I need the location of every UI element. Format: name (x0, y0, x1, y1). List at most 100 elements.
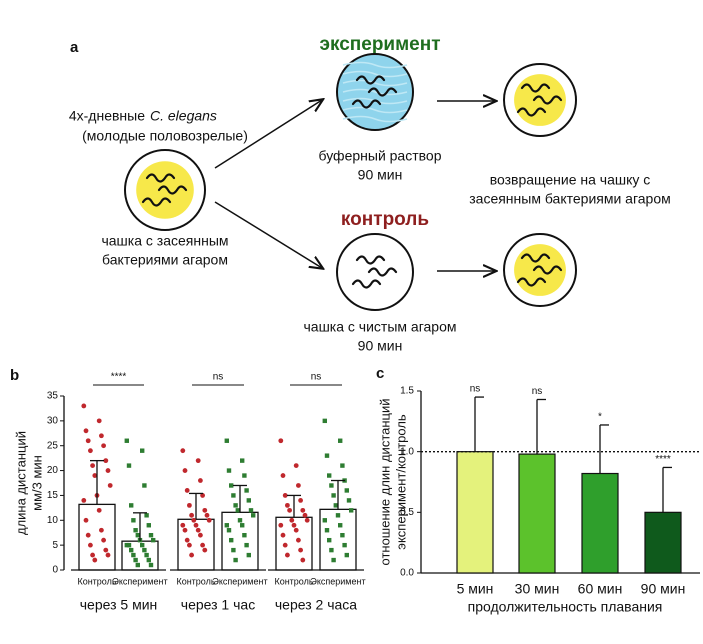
group-label: через 1 час (181, 597, 255, 613)
data-point (187, 542, 192, 548)
data-point (90, 463, 95, 468)
x-axis-label: продолжительность плавания (468, 599, 663, 615)
x-tick-label: 90 мин (641, 581, 686, 597)
data-point (349, 508, 354, 513)
y-tick-label: 1.0 (400, 446, 414, 457)
bar (456, 451, 494, 574)
data-point (226, 468, 232, 473)
start-plate: бактериями агаром (102, 252, 228, 268)
data-point (327, 473, 332, 478)
data-point (224, 438, 229, 443)
buffer-label: 90 мин (358, 167, 403, 183)
data-point (202, 547, 208, 553)
data-point (340, 533, 345, 538)
y-axis-label: эксперимент/контроль (393, 414, 408, 550)
data-point (92, 473, 98, 478)
data-point (193, 522, 199, 528)
significance-label: **** (655, 454, 671, 465)
worm-age: 4х-дневные (69, 108, 145, 124)
experiment-title: эксперимент (319, 34, 440, 55)
data-point (135, 533, 140, 538)
data-point (226, 528, 232, 533)
y-tick-label: 20 (47, 465, 59, 476)
y-tick-label: 1.5 (400, 386, 414, 397)
data-point (184, 537, 190, 543)
data-point (246, 498, 251, 503)
data-point (293, 527, 299, 533)
data-point (131, 518, 136, 523)
data-point (293, 463, 299, 468)
x-tick-label: 60 мин (578, 581, 623, 597)
data-point (335, 513, 341, 518)
data-point (237, 518, 243, 523)
data-point (96, 418, 102, 424)
y-tick-label: 25 (47, 440, 59, 451)
data-point (99, 433, 104, 439)
data-point (224, 523, 229, 528)
data-point (231, 493, 236, 498)
data-point (103, 547, 109, 553)
worm-stage: (молодые половозрелые) (82, 128, 248, 144)
data-point (195, 527, 201, 533)
y-tick-label: 0.0 (400, 568, 414, 579)
data-point (231, 547, 236, 553)
data-point (124, 438, 129, 443)
buffer-label: буферный раствор (319, 148, 442, 164)
data-point (298, 547, 303, 553)
data-point (180, 522, 186, 528)
x-tick-label: Эксперимент (112, 576, 167, 586)
y-tick-label: 15 (47, 490, 59, 501)
significance-label: ns (532, 386, 543, 397)
data-point (327, 537, 332, 543)
data-point (140, 448, 145, 453)
water-wave (342, 61, 408, 69)
x-tick-label: Эксперимент (212, 576, 267, 586)
data-point (142, 547, 147, 553)
return-label: возвращение на чашку с (490, 172, 651, 188)
data-point (85, 532, 91, 538)
x-tick-label: Контроль (176, 576, 215, 586)
data-point (126, 542, 132, 548)
data-point (248, 508, 254, 513)
y-tick-label: 0 (52, 565, 58, 576)
data-point (338, 438, 343, 443)
bacteria-lawn (514, 244, 566, 296)
x-tick-label: Эксперимент (310, 576, 365, 586)
data-point (280, 473, 286, 478)
data-point (85, 438, 91, 444)
data-point (291, 522, 297, 528)
x-tick-label: Контроль (274, 576, 313, 586)
worm (355, 75, 386, 85)
worm (367, 267, 398, 277)
data-point (251, 513, 256, 518)
data-point (329, 547, 334, 553)
bar (518, 453, 556, 574)
worm (516, 277, 547, 287)
worm (145, 173, 176, 183)
water-wave (342, 79, 408, 87)
y-tick-label: 0.5 (400, 507, 414, 518)
data-point (322, 518, 327, 523)
worm (532, 265, 563, 275)
water-wave (342, 115, 408, 123)
data-point (151, 537, 156, 543)
data-point (101, 537, 106, 543)
data-point (344, 552, 349, 558)
data-point (296, 483, 301, 488)
data-point (289, 517, 295, 523)
significance-label: * (598, 412, 602, 423)
data-point (304, 517, 310, 523)
data-point (187, 502, 192, 508)
data-point (278, 522, 284, 528)
data-point (101, 443, 106, 449)
data-point (240, 458, 245, 463)
data-point (148, 562, 154, 568)
worm (141, 197, 172, 207)
arrow (214, 201, 322, 268)
data-point (324, 528, 330, 533)
bar (78, 503, 116, 571)
data-point (242, 473, 247, 478)
y-tick-label: 5 (52, 540, 58, 551)
data-point (333, 503, 338, 508)
data-point (88, 448, 93, 454)
